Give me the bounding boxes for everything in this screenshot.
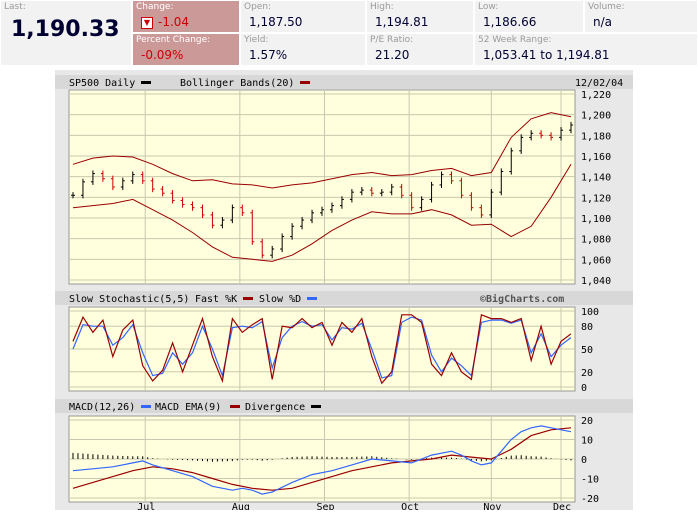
stochastic-y-tick-label: 100: [581, 307, 599, 318]
pe-ratio-cell: P/E Ratio: 21.20: [366, 33, 474, 66]
range-value: 1,053.41 to 1,194.81: [483, 48, 610, 62]
open-cell: Open: 1,187.50: [240, 0, 366, 33]
last-label: Last:: [4, 2, 26, 12]
down-arrow-icon: ▼: [141, 17, 153, 29]
range-label: 52 Week Range:: [478, 35, 552, 45]
percent-change-cell: Percent Change: -0.09%: [132, 33, 240, 66]
open-label: Open:: [244, 2, 272, 12]
yield-label: Yield:: [244, 35, 269, 45]
percent-change-label: Percent Change:: [136, 35, 211, 45]
bollinger-lower-band: [72, 164, 572, 262]
macd-y-tick-label: 0: [581, 455, 587, 466]
macd-title: MACD(12,26): [69, 402, 135, 413]
price-legend-swatch: [141, 81, 151, 84]
macd-y-tick-label: 10: [581, 436, 593, 447]
last-cell: Last: 1,190.33: [0, 0, 132, 66]
price-header: [55, 75, 633, 89]
slow-d-swatch: [307, 297, 317, 300]
fast-k-line: [72, 313, 572, 385]
volume-value: n/a: [593, 15, 613, 29]
open-value: 1,187.50: [249, 15, 303, 29]
divergence-legend: Divergence: [245, 402, 305, 413]
bollinger-legend-swatch: [300, 81, 310, 84]
price-y-tick-label: 1,160: [581, 152, 611, 163]
stochastic-y-tick-label: 80: [581, 322, 593, 333]
slow-d-legend: Slow %D: [259, 294, 301, 305]
high-label: High:: [370, 2, 394, 12]
range-cell: 52 Week Range: 1,053.41 to 1,194.81: [474, 33, 698, 66]
bollinger-upper-band: [72, 112, 572, 189]
change-label: Change:: [136, 2, 174, 12]
price-y-tick-label: 1,220: [581, 90, 611, 101]
price-y-tick-label: 1,100: [581, 214, 611, 225]
volume-label: Volume:: [588, 2, 625, 12]
macd-ema-line: [72, 427, 572, 491]
stochastic-header: [55, 291, 633, 305]
x-tick-label: Jul: [137, 502, 155, 510]
low-cell: Low: 1,186.66: [474, 0, 584, 33]
price-y-tick-label: 1,200: [581, 111, 611, 122]
last-value: 1,190.33: [11, 17, 120, 42]
low-value: 1,186.66: [483, 15, 537, 29]
price-y-tick-label: 1,040: [581, 276, 611, 287]
x-tick-label: Aug: [232, 502, 250, 510]
pe-ratio-label: P/E Ratio:: [370, 35, 414, 45]
divergence-swatch: [311, 405, 321, 408]
volume-cell: Volume: n/a: [584, 0, 698, 33]
price-y-tick-label: 1,120: [581, 193, 611, 204]
chart-area: SP500 Daily Bollinger Bands(20) 12/02/04…: [55, 70, 633, 513]
change-cell: Change: ▼ -1.04: [132, 0, 240, 33]
pe-ratio-value: 21.20: [375, 48, 410, 62]
price-y-tick-label: 1,060: [581, 255, 611, 266]
change-value-wrap: ▼ -1.04: [141, 15, 189, 29]
price-y-tick-label: 1,080: [581, 235, 611, 246]
macd-ema-legend: MACD EMA(9): [155, 402, 221, 413]
stock-chart: SP500 Daily Bollinger Bands(20) 12/02/04…: [55, 70, 633, 513]
yield-cell: Yield: 1.57%: [240, 33, 366, 66]
high-value: 1,194.81: [375, 15, 429, 29]
price-plot-area: [68, 89, 576, 285]
fast-k-swatch: [243, 297, 253, 300]
macd-swatch: [141, 405, 151, 408]
high-cell: High: 1,194.81: [366, 0, 474, 33]
x-tick-label: Nov: [483, 502, 501, 510]
quote-bar: Last: 1,190.33 Change: ▼ -1.04 Percent Ch…: [0, 0, 698, 66]
price-title: SP500 Daily: [69, 78, 135, 89]
slow-d-line: [72, 316, 572, 379]
x-tick-label: Oct: [401, 502, 419, 510]
stochastic-y-tick-label: 20: [581, 368, 593, 379]
yield-value: 1.57%: [249, 48, 288, 62]
stochastic-y-tick-label: 0: [581, 383, 587, 394]
price-y-tick-label: 1,180: [581, 131, 611, 142]
percent-change-value: -0.09%: [141, 48, 184, 62]
chart-date: 12/02/04: [575, 78, 623, 89]
watermark: ©BigCharts.com: [480, 293, 564, 305]
macd-ema-swatch: [230, 405, 240, 408]
macd-y-tick-label: -10: [581, 475, 599, 486]
fast-k-legend: Fast %K: [195, 294, 237, 305]
macd-header: [55, 399, 633, 413]
x-tick-label: Dec: [553, 502, 571, 510]
low-label: Low:: [478, 2, 499, 12]
stochastic-y-tick-label: 50: [581, 345, 593, 356]
x-tick-label: Sep: [316, 502, 334, 510]
bollinger-legend: Bollinger Bands(20): [180, 78, 294, 89]
macd-y-tick-label: -20: [581, 494, 599, 505]
macd-line: [72, 425, 572, 495]
price-y-tick-label: 1,140: [581, 173, 611, 184]
macd-y-tick-label: 20: [581, 416, 593, 427]
stochastic-title: Slow Stochastic(5,5): [69, 294, 189, 305]
change-value: -1.04: [158, 15, 190, 29]
